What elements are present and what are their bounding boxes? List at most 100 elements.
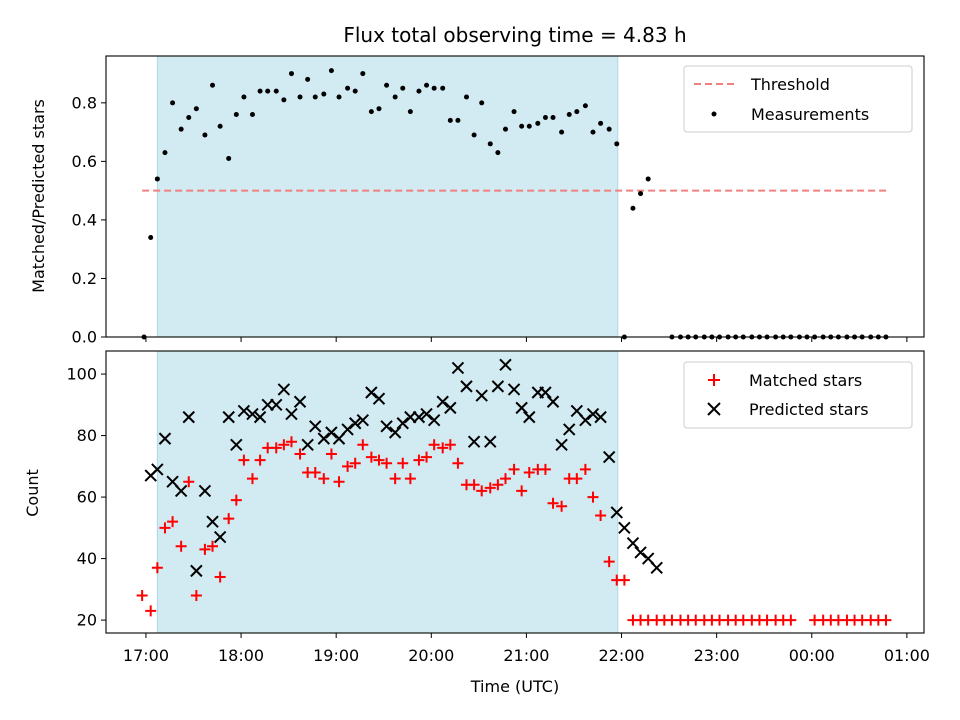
predicted-star-point	[348, 417, 362, 430]
legend-swatch-predicted	[707, 402, 721, 416]
legend-label-measurements: Measurements	[751, 105, 869, 124]
y-tick-label: 0.0	[72, 328, 97, 347]
predicted-star-point	[293, 395, 307, 408]
measurement-point	[368, 109, 374, 115]
measurement-point	[582, 103, 588, 109]
measurement-point	[526, 123, 532, 129]
matched-star-point	[294, 448, 306, 460]
predicted-star-point	[539, 386, 552, 399]
matched-star-point	[413, 454, 425, 466]
matched-star-point	[325, 448, 337, 460]
y-axis-label-ratio: Matched/Predicted stars	[29, 99, 48, 293]
measurement-point	[487, 141, 493, 147]
matched-star-point	[579, 463, 591, 475]
measurement-point	[193, 106, 199, 112]
measurement-point	[550, 114, 556, 120]
measurement-point	[345, 85, 351, 91]
predicted-star-point	[451, 361, 465, 375]
matched-star-point	[190, 589, 202, 601]
predicted-star-point	[579, 413, 592, 427]
measurement-point	[606, 126, 612, 132]
matched-star-point	[880, 614, 892, 626]
legend-label-predicted: Predicted stars	[749, 400, 869, 419]
measurement-point	[148, 234, 154, 240]
predicted-star-point	[182, 410, 195, 424]
matched-star-point	[175, 540, 187, 552]
predicted-star-point	[237, 404, 251, 418]
measurement-point	[305, 76, 311, 82]
measurement-point	[400, 85, 406, 91]
legend-box	[683, 65, 913, 133]
matched-star-point	[556, 500, 568, 512]
measurement-point	[273, 88, 279, 94]
matched-star-point	[539, 463, 551, 475]
predicted-star-point	[230, 438, 243, 452]
matched-star-point	[468, 479, 480, 491]
predicted-star-point	[317, 432, 331, 445]
predicted-star-point	[436, 395, 449, 408]
observing-window-band	[156, 350, 619, 634]
matched-star-point	[437, 442, 449, 454]
measurement-point	[360, 71, 366, 77]
matched-star-point	[333, 476, 345, 488]
measurement-point	[447, 117, 453, 123]
measurement-point	[511, 109, 517, 115]
predicted-star-point	[222, 410, 235, 424]
measurement-point	[645, 176, 651, 182]
matched-star-point	[151, 562, 163, 574]
matched-star-point	[587, 491, 599, 503]
predicted-star-point	[412, 410, 426, 424]
matched-star-point	[309, 466, 321, 478]
measurement-point	[384, 82, 390, 88]
plot-frame	[105, 350, 925, 634]
predicted-star-point	[206, 515, 219, 528]
predicted-star-point	[356, 413, 370, 427]
measurement-point	[202, 132, 208, 138]
measurement-point	[288, 71, 294, 77]
matched-star-point	[499, 473, 511, 485]
predicted-star-point	[515, 401, 528, 415]
measurement-point	[210, 82, 216, 88]
predicted-star-point	[380, 420, 393, 433]
matched-star-point	[183, 476, 195, 488]
measurement-point	[455, 117, 461, 123]
predicted-star-point	[151, 463, 164, 476]
y-axis-label-count: Count	[23, 469, 42, 517]
predicted-star-point	[174, 484, 188, 498]
matched-star-point	[270, 442, 282, 454]
matched-star-point	[285, 436, 297, 448]
predicted-star-point	[427, 413, 441, 427]
y-tick-label: 0.8	[72, 93, 97, 112]
measurement-point	[440, 85, 446, 91]
measurement-point	[407, 109, 413, 115]
predicted-star-point	[586, 407, 600, 421]
measurement-point	[614, 141, 620, 147]
matched-star-point	[145, 605, 157, 617]
y-tick-label: 80	[77, 426, 97, 445]
x-tick-label: 18:00	[218, 646, 264, 665]
y-tick-label: 60	[77, 488, 97, 507]
measurement-point	[424, 82, 430, 88]
predicted-star-point	[626, 536, 640, 550]
x-tick-label: 01:00	[884, 646, 930, 665]
predicted-star-point	[198, 484, 212, 498]
predicted-star-point	[270, 398, 283, 412]
predicted-star-point	[372, 392, 386, 405]
measurement-point	[542, 114, 548, 120]
measurement-point	[321, 91, 327, 97]
matched-star-point	[618, 574, 630, 586]
matched-star-point	[516, 485, 528, 497]
predicted-star-point	[634, 546, 647, 559]
matched-star-point	[159, 522, 171, 534]
measurement-point	[352, 88, 358, 94]
x-tick-label: 00:00	[789, 646, 835, 665]
measurement-point	[226, 155, 232, 161]
matched-star-point	[595, 510, 607, 522]
predicted-star-point	[444, 401, 457, 415]
matched-star-point	[278, 439, 290, 451]
measurement-point	[416, 88, 422, 94]
measurement-point	[471, 132, 477, 138]
matched-star-point	[389, 473, 401, 485]
matched-star-point	[136, 589, 148, 601]
